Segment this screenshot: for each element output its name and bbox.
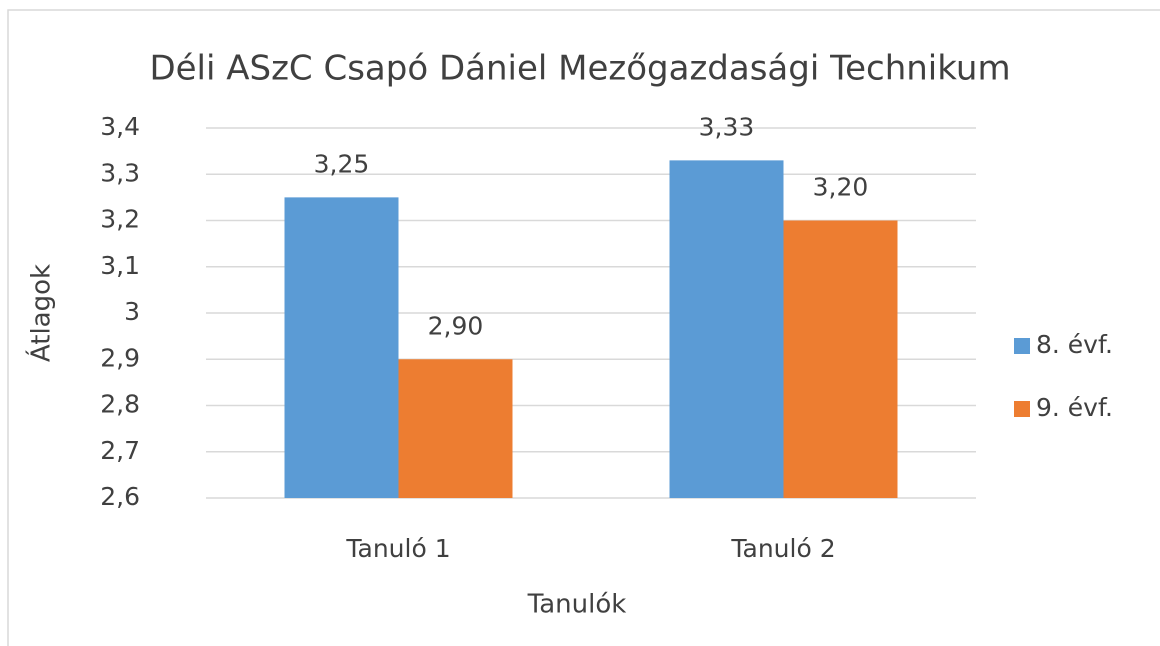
bar [398,359,513,498]
legend-swatch [1014,401,1030,417]
x-tick-label: Tanuló 1 [345,534,450,563]
y-tick-label: 2,7 [100,436,140,465]
legend-swatch [1014,338,1030,354]
data-label: 3,33 [699,112,755,141]
x-axis-title: Tanulók [527,590,627,620]
bar [284,197,399,498]
data-label: 2,90 [428,311,484,340]
bar [669,160,784,498]
y-tick-label: 3,1 [100,251,140,280]
y-tick-label: 2,6 [100,482,140,511]
x-tick-label: Tanuló 2 [730,534,835,563]
y-tick-label: 2,8 [100,390,140,419]
y-axis-title: Átlagok [25,264,57,362]
y-tick-label: 3,2 [100,205,140,234]
data-label: 3,25 [314,149,370,178]
data-label: 3,20 [813,173,869,202]
legend-label: 8. évf. [1036,330,1113,359]
y-tick-label: 2,9 [100,343,140,372]
y-tick-label: 3,4 [100,112,140,141]
bar [783,220,898,498]
y-tick-label: 3 [124,297,140,326]
chart-title: Déli ASzC Csapó Dániel Mezőgazdasági Tec… [149,49,1010,89]
y-tick-label: 3,3 [100,158,140,187]
legend-label: 9. évf. [1036,393,1113,422]
chart-border [7,9,1160,646]
